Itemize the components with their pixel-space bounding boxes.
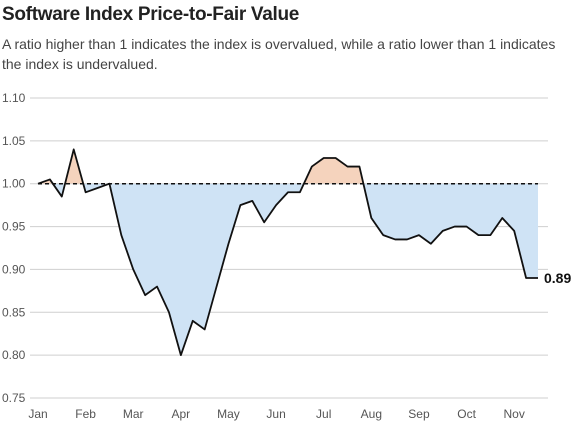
y-tick-label: 0.75 bbox=[2, 391, 26, 405]
area-above bbox=[38, 149, 538, 184]
x-tick-label: May bbox=[217, 407, 240, 421]
x-tick-label: Jan bbox=[28, 407, 47, 421]
y-tick-label: 1.05 bbox=[2, 134, 26, 148]
y-tick-label: 1.00 bbox=[2, 177, 26, 191]
x-tick-label: Sep bbox=[408, 407, 430, 421]
x-tick-label: Aug bbox=[361, 407, 382, 421]
line bbox=[37, 148, 538, 357]
x-tick-label: Apr bbox=[172, 407, 191, 421]
chart-title: Software Index Price-to-Fair Value bbox=[2, 4, 300, 25]
y-tick-label: 0.90 bbox=[2, 262, 26, 276]
area-below bbox=[52, 183, 538, 356]
y-tick-label: 0.80 bbox=[2, 348, 26, 362]
chart-subtitle: A ratio higher than 1 indicates the inde… bbox=[2, 36, 556, 72]
value-label: 0.89 bbox=[544, 270, 571, 286]
x-tick-label: Feb bbox=[75, 407, 96, 421]
y-tick-label: 0.95 bbox=[2, 220, 26, 234]
x-tick-label: Jul bbox=[316, 407, 331, 421]
x-tick-label: Mar bbox=[123, 407, 144, 421]
x-tick-label: Jun bbox=[266, 407, 285, 421]
y-tick-label: 1.10 bbox=[2, 91, 26, 105]
y-tick-label: 0.85 bbox=[2, 305, 26, 319]
x-tick-label: Nov bbox=[504, 407, 525, 421]
x-tick-label: Oct bbox=[457, 407, 476, 421]
